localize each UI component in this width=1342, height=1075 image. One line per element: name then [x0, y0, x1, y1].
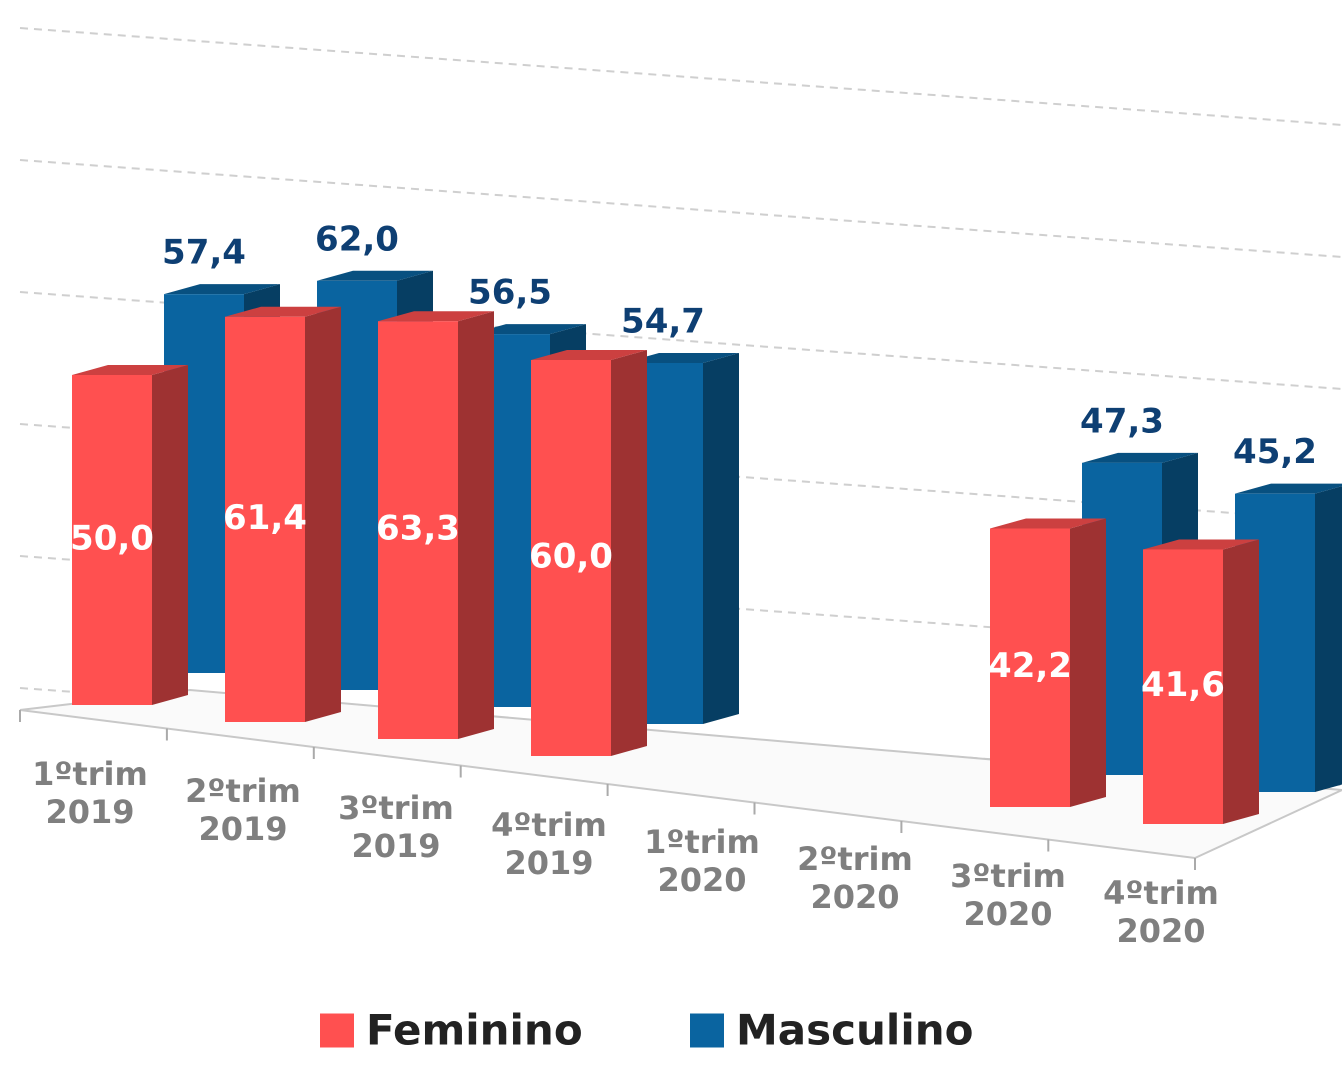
x-tick-label: 1ºtrim 2019	[32, 755, 148, 831]
data-label: 61,4	[223, 498, 307, 538]
bar-top	[1143, 539, 1259, 550]
bar-top	[470, 324, 586, 335]
data-label: 45,2	[1233, 432, 1317, 472]
grid-line	[19, 291, 1342, 390]
legend-swatch	[320, 1013, 354, 1047]
legend-item: Feminino	[320, 1006, 583, 1055]
bar	[72, 375, 152, 705]
bar-top	[378, 311, 494, 322]
bar-top	[164, 284, 280, 295]
grid-line	[19, 27, 1342, 126]
data-label: 56,5	[468, 273, 552, 313]
bar-side	[703, 352, 739, 724]
bar-side	[305, 306, 341, 722]
legend-label: Feminino	[366, 1005, 583, 1055]
data-label: 62,0	[315, 219, 399, 259]
x-tick-label: 2ºtrim 2020	[797, 840, 913, 916]
data-label: 41,6	[1141, 665, 1225, 705]
x-tick-label: 4ºtrim 2020	[1103, 874, 1219, 950]
bar-top	[531, 350, 647, 360]
data-label: 42,2	[988, 646, 1072, 686]
data-label: 50,0	[70, 519, 154, 559]
bar-side	[458, 311, 494, 739]
bar	[378, 321, 458, 739]
bar	[1143, 549, 1223, 824]
bar	[531, 360, 611, 756]
bar-side	[611, 350, 647, 756]
data-label: 54,7	[621, 301, 705, 341]
bar	[990, 528, 1070, 807]
grid-line	[19, 159, 1342, 258]
bar-top	[225, 306, 341, 317]
bar-top	[317, 270, 433, 281]
x-tick-label: 1ºtrim 2020	[644, 823, 760, 899]
x-tick-label: 2ºtrim 2019	[185, 772, 301, 848]
bar	[225, 316, 305, 722]
bar-side	[1315, 486, 1342, 792]
x-tick-label: 3ºtrim 2020	[950, 857, 1066, 933]
bar-side	[152, 365, 188, 705]
data-label: 57,4	[162, 233, 246, 273]
data-label: 47,3	[1080, 401, 1164, 441]
bar-top	[623, 352, 739, 363]
x-tick-label: 3ºtrim 2019	[338, 789, 454, 865]
bar-side	[1223, 539, 1259, 824]
bar-top	[990, 518, 1106, 529]
data-label: 60,0	[529, 537, 613, 577]
legend-swatch	[690, 1013, 724, 1047]
bar-top	[72, 365, 188, 375]
legend-label: Masculino	[736, 1005, 974, 1055]
x-tick-label: 4ºtrim 2019	[491, 806, 607, 882]
data-label: 63,3	[376, 509, 460, 549]
bar-side	[1070, 518, 1106, 807]
bar-top	[1235, 483, 1342, 494]
bar-top	[1082, 452, 1198, 463]
legend-item: Masculino	[690, 1006, 973, 1055]
